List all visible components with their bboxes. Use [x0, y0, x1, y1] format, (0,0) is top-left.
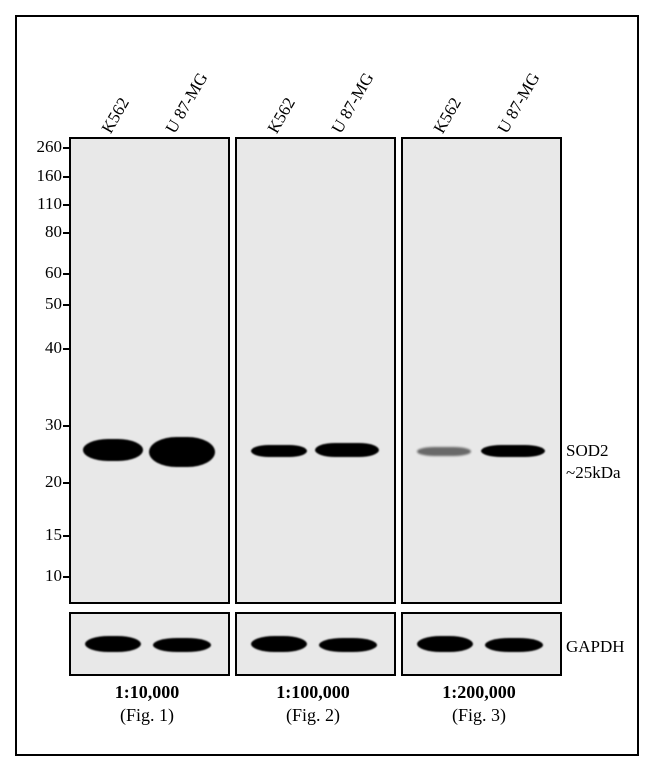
gapdh-panel-1 [69, 612, 230, 676]
lane-label: U 87-MG [162, 69, 213, 137]
lane-label: K562 [98, 94, 134, 137]
sod2-band [149, 437, 215, 467]
gapdh-band [153, 638, 211, 652]
gapdh-panel-2 [235, 612, 396, 676]
fig-label: (Fig. 1) [72, 705, 222, 726]
sod2-band [315, 443, 379, 457]
lane-label: K562 [430, 94, 466, 137]
sod2-band [83, 439, 143, 461]
lane-label: U 87-MG [494, 69, 545, 137]
gapdh-panel-3 [401, 612, 562, 676]
dilution-label: 1:10,000 [72, 682, 222, 703]
target-mw-label: ~25kDa [566, 463, 621, 483]
mw-label: 10 [27, 566, 62, 586]
mw-label: 80 [27, 222, 62, 242]
sod2-band [481, 445, 545, 457]
mw-label: 110 [27, 194, 62, 214]
sod2-band [251, 445, 307, 457]
gapdh-band [85, 636, 141, 652]
mw-label: 160 [27, 166, 62, 186]
loading-control-label: GAPDH [566, 637, 625, 657]
mw-label: 60 [27, 263, 62, 283]
sod2-band [417, 447, 471, 456]
dilution-label: 1:100,000 [238, 682, 388, 703]
lane-label: K562 [264, 94, 300, 137]
mw-label: 20 [27, 472, 62, 492]
gapdh-band [485, 638, 543, 652]
mw-label: 260 [27, 137, 62, 157]
gapdh-band [417, 636, 473, 652]
dilution-label: 1:200,000 [404, 682, 554, 703]
blot-panel-3 [401, 137, 562, 604]
mw-label: 15 [27, 525, 62, 545]
fig-label: (Fig. 3) [404, 705, 554, 726]
mw-label: 40 [27, 338, 62, 358]
mw-label: 50 [27, 294, 62, 314]
mw-label: 30 [27, 415, 62, 435]
target-label: SOD2 [566, 441, 609, 461]
lane-label: U 87-MG [328, 69, 379, 137]
blot-panel-2 [235, 137, 396, 604]
fig-label: (Fig. 2) [238, 705, 388, 726]
blot-panel-1 [69, 137, 230, 604]
gapdh-band [251, 636, 307, 652]
figure-container: K562 U 87-MG K562 U 87-MG K562 U 87-MG 2… [15, 15, 639, 756]
gapdh-band [319, 638, 377, 652]
